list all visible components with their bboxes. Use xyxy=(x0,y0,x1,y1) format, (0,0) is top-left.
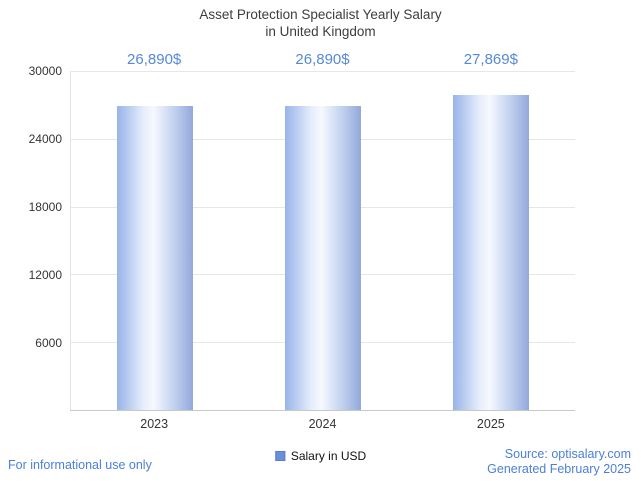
source-block: Source: optisalary.com Generated Februar… xyxy=(487,447,631,477)
source-line: Source: optisalary.com xyxy=(504,447,631,461)
bar-value-labels: 26,890$ 26,890$ 27,869$ xyxy=(70,50,575,70)
bar-value-label: 26,890$ xyxy=(127,51,182,68)
chart-title: Asset Protection Specialist Yearly Salar… xyxy=(0,6,641,40)
chart-title-line1: Asset Protection Specialist Yearly Salar… xyxy=(199,7,442,22)
bar-value-label: 26,890$ xyxy=(295,51,350,68)
legend: Salary in USD xyxy=(274,449,367,463)
y-tick-label: 30000 xyxy=(28,64,62,78)
x-axis-labels: 2023 2024 2025 xyxy=(70,417,575,435)
legend-label: Salary in USD xyxy=(290,449,367,463)
bar-value-label: 27,869$ xyxy=(463,51,518,68)
bar-2025 xyxy=(453,95,529,410)
y-tick-label: 6000 xyxy=(35,336,62,350)
bar-2023 xyxy=(117,106,193,410)
x-tick-label: 2023 xyxy=(140,417,169,431)
x-tick-label: 2024 xyxy=(308,417,337,431)
y-axis-labels: 6000 12000 18000 24000 30000 xyxy=(0,65,62,411)
generated-line: Generated February 2025 xyxy=(487,462,631,476)
x-tick-label: 2025 xyxy=(476,417,505,431)
bar-2024 xyxy=(285,106,361,410)
y-tick-label: 12000 xyxy=(28,268,62,282)
y-tick-label: 18000 xyxy=(28,200,62,214)
y-tick-label: 24000 xyxy=(28,132,62,146)
plot-area xyxy=(70,71,575,411)
gridline xyxy=(71,71,575,72)
chart-title-line2: in United Kingdom xyxy=(265,24,376,39)
legend-swatch-icon xyxy=(274,451,285,461)
disclaimer-text: For informational use only xyxy=(8,458,152,472)
